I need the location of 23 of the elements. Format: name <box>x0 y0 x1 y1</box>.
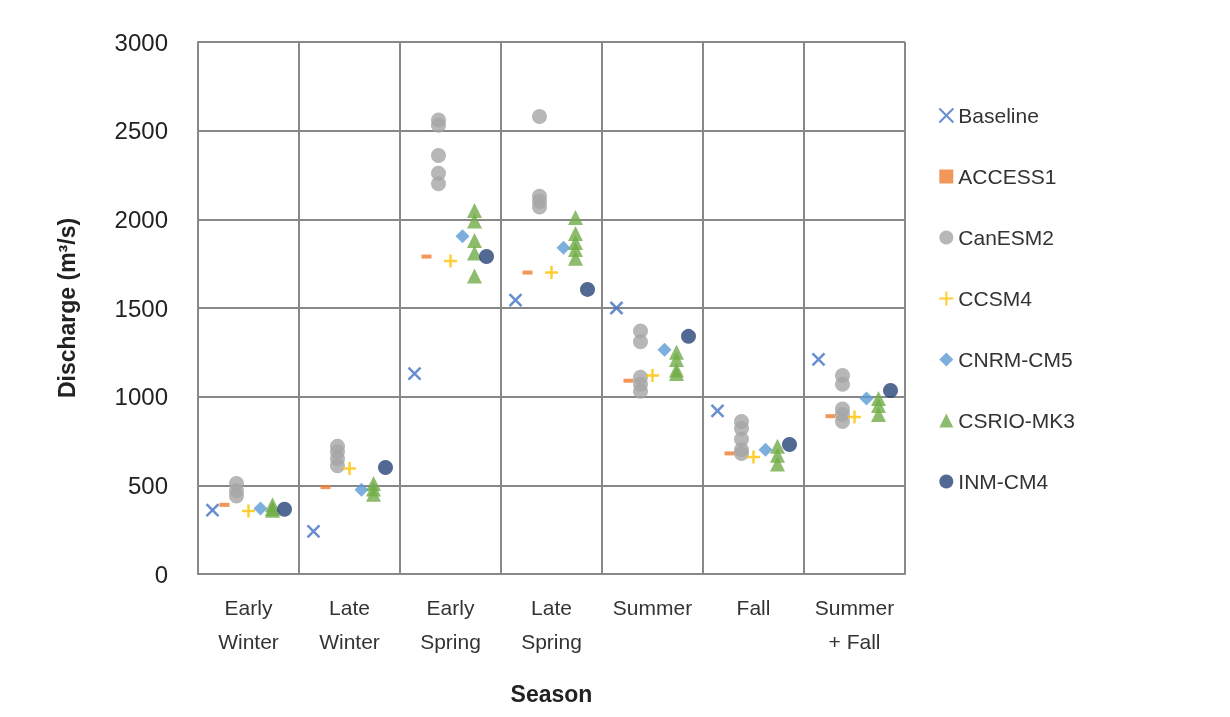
y-tick-label: 2500 <box>114 117 168 145</box>
legend-label: CanESM2 <box>958 226 1055 249</box>
x-tick-label: Early Spring <box>420 595 481 653</box>
x-tick-label: Summer <box>612 595 693 619</box>
y-axis-title: Discharge (m³/s) <box>53 217 80 399</box>
y-tick-label: 500 <box>127 471 168 499</box>
y-tick-label: 0 <box>154 560 168 588</box>
legend-label: Baseline <box>958 104 1039 127</box>
x-tick-label: Early Winter <box>218 595 279 653</box>
legend-label: ACCESS1 <box>958 165 1057 188</box>
legend-label: CCSM4 <box>958 287 1033 310</box>
x-tick-label: Late Spring <box>521 595 582 653</box>
y-tick-label: 1500 <box>114 294 168 322</box>
y-tick-label: 1000 <box>114 383 168 411</box>
x-tick-label: Late Winter <box>319 595 380 653</box>
legend-label: CSRIO-MK3 <box>958 409 1076 432</box>
x-tick-label: Summer + Fall <box>814 595 895 653</box>
legend-label: CNRM-CM5 <box>958 348 1073 371</box>
x-tick-label: Fall <box>736 595 771 619</box>
y-tick-label: 2000 <box>114 205 168 233</box>
x-axis-title: Season <box>510 680 593 707</box>
legend-label: INM-CM4 <box>958 470 1049 493</box>
y-tick-label: 3000 <box>114 28 168 56</box>
